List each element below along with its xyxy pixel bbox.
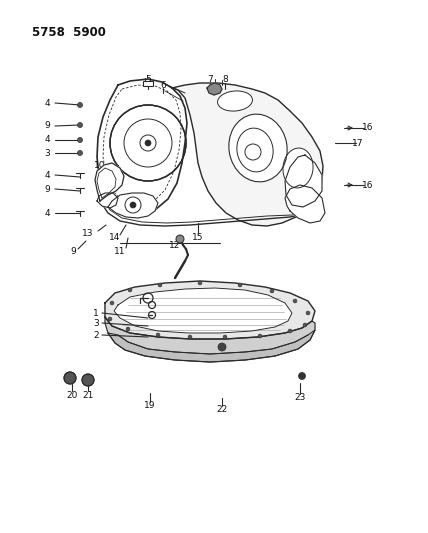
- Text: 11: 11: [114, 246, 126, 255]
- Circle shape: [156, 333, 160, 337]
- Text: 4: 4: [44, 99, 50, 108]
- Polygon shape: [285, 185, 325, 223]
- Circle shape: [303, 323, 307, 327]
- Circle shape: [288, 329, 292, 333]
- Polygon shape: [108, 193, 158, 218]
- Circle shape: [64, 372, 76, 384]
- Circle shape: [238, 283, 242, 287]
- Text: 22: 22: [217, 405, 228, 414]
- Text: 16: 16: [362, 181, 374, 190]
- Text: 20: 20: [66, 391, 78, 400]
- Circle shape: [145, 140, 151, 146]
- Text: 13: 13: [82, 229, 94, 238]
- Circle shape: [218, 343, 226, 351]
- Circle shape: [270, 289, 274, 293]
- Text: 8: 8: [222, 76, 228, 85]
- Circle shape: [306, 311, 310, 315]
- Text: 1: 1: [93, 309, 99, 318]
- Text: 6: 6: [160, 82, 166, 91]
- Circle shape: [77, 138, 83, 142]
- Circle shape: [128, 288, 132, 292]
- Text: 23: 23: [294, 392, 306, 401]
- Text: 3: 3: [93, 319, 99, 327]
- Circle shape: [245, 144, 261, 160]
- Circle shape: [293, 299, 297, 303]
- Polygon shape: [114, 288, 292, 333]
- Circle shape: [126, 327, 130, 331]
- Circle shape: [258, 334, 262, 338]
- Text: 18: 18: [289, 198, 301, 207]
- Circle shape: [110, 301, 114, 305]
- Circle shape: [82, 374, 94, 386]
- Polygon shape: [207, 83, 222, 95]
- Polygon shape: [97, 193, 118, 208]
- Text: 12: 12: [169, 240, 181, 249]
- Ellipse shape: [283, 148, 313, 188]
- Text: 9: 9: [70, 246, 76, 255]
- Text: 4: 4: [44, 171, 50, 180]
- Polygon shape: [95, 163, 124, 201]
- Text: 2: 2: [93, 330, 99, 340]
- Polygon shape: [285, 155, 322, 207]
- Text: 16: 16: [362, 124, 374, 133]
- Ellipse shape: [229, 114, 287, 182]
- Circle shape: [77, 102, 83, 108]
- Polygon shape: [105, 317, 315, 362]
- Circle shape: [298, 373, 306, 379]
- Circle shape: [188, 335, 192, 339]
- Text: 15: 15: [192, 232, 204, 241]
- Ellipse shape: [237, 128, 273, 172]
- Circle shape: [77, 150, 83, 156]
- Text: 9: 9: [44, 122, 50, 131]
- Text: 14: 14: [109, 233, 121, 243]
- Circle shape: [77, 123, 83, 127]
- Ellipse shape: [217, 91, 253, 111]
- Circle shape: [198, 281, 202, 285]
- Polygon shape: [97, 79, 187, 215]
- Text: 5: 5: [145, 76, 151, 85]
- Circle shape: [108, 317, 112, 321]
- Circle shape: [130, 202, 136, 208]
- Text: 19: 19: [144, 400, 156, 409]
- Text: 9: 9: [44, 184, 50, 193]
- FancyBboxPatch shape: [143, 81, 153, 86]
- Text: 10: 10: [94, 160, 106, 169]
- Text: 4: 4: [44, 208, 50, 217]
- Text: 7: 7: [207, 76, 213, 85]
- Polygon shape: [172, 83, 323, 226]
- Circle shape: [223, 335, 227, 339]
- Text: 5758  5900: 5758 5900: [32, 27, 106, 39]
- Circle shape: [158, 283, 162, 287]
- Polygon shape: [108, 330, 315, 362]
- Text: 21: 21: [82, 391, 94, 400]
- Circle shape: [176, 235, 184, 243]
- Polygon shape: [105, 281, 315, 339]
- Text: 17: 17: [352, 139, 364, 148]
- Text: 4: 4: [44, 135, 50, 144]
- Text: 3: 3: [44, 149, 50, 157]
